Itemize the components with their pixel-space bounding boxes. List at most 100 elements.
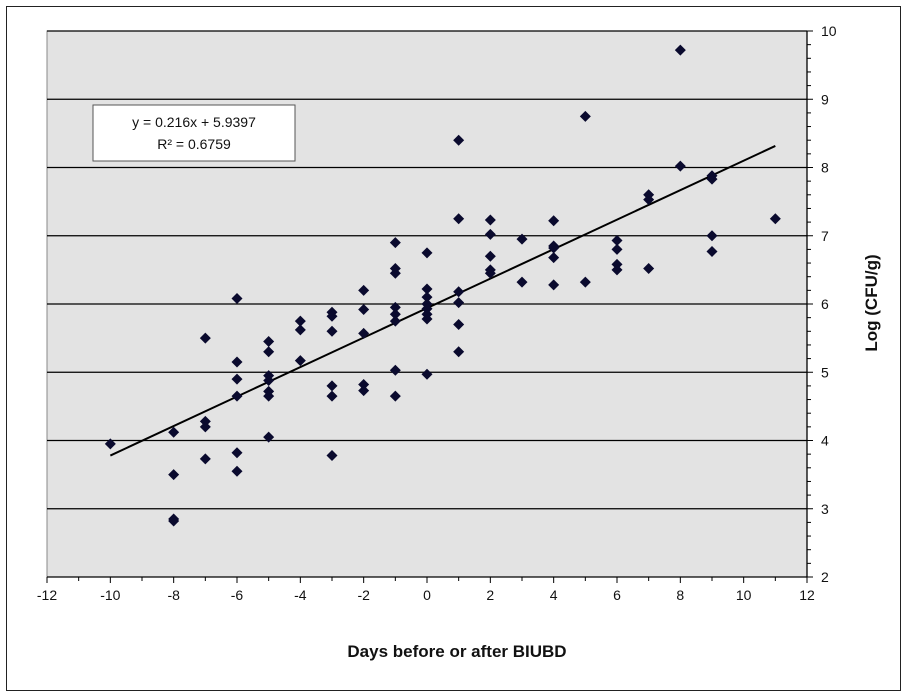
- data-point-11: [231, 373, 243, 385]
- x-tick-label--6: -6: [231, 587, 244, 603]
- data-points: [104, 44, 781, 527]
- data-point-39: [389, 301, 401, 313]
- data-point-36: [389, 237, 401, 249]
- x-tick-label-10: 10: [736, 587, 752, 603]
- data-point-71: [579, 276, 591, 288]
- data-point-64: [516, 276, 528, 288]
- data-point-20: [263, 390, 275, 402]
- data-point-43: [389, 390, 401, 402]
- data-point-31: [358, 284, 370, 296]
- y-axis-title: Log (CFU/g): [862, 254, 881, 351]
- equation-box-border: [92, 104, 296, 162]
- y-tick-label-10: 10: [821, 23, 837, 39]
- data-point-33: [358, 327, 370, 339]
- data-point-10: [231, 356, 243, 368]
- data-point-44: [421, 247, 433, 259]
- x-tick-label-6: 6: [613, 587, 621, 603]
- data-point-63: [516, 233, 528, 245]
- x-tick-label--4: -4: [294, 587, 307, 603]
- data-point-42: [389, 364, 401, 376]
- data-point-4: [168, 515, 180, 527]
- data-point-72: [611, 235, 623, 247]
- trendline-equation-box: y = 0.216x + 5.9397 R² = 0.6759: [92, 104, 296, 162]
- data-point-27: [326, 325, 338, 337]
- data-point-15: [263, 336, 275, 348]
- data-point-55: [453, 297, 465, 309]
- data-point-67: [548, 242, 560, 254]
- data-point-22: [294, 315, 306, 327]
- y-tick-label-8: 8: [821, 160, 829, 176]
- data-point-85: [769, 213, 781, 225]
- data-point-83: [706, 230, 718, 242]
- data-point-28: [326, 380, 338, 392]
- data-point-21: [263, 431, 275, 443]
- data-point-24: [294, 355, 306, 367]
- data-point-35: [358, 385, 370, 397]
- y-tick-label-4: 4: [821, 433, 829, 449]
- data-point-62: [484, 267, 496, 279]
- r-squared-label: R² = 0.6759: [157, 136, 231, 152]
- x-tick-label--12: -12: [37, 587, 57, 603]
- data-point-16: [263, 346, 275, 358]
- y-tick-label-5: 5: [821, 364, 829, 380]
- data-point-1: [168, 426, 180, 438]
- data-point-60: [484, 250, 496, 262]
- data-point-8: [199, 453, 211, 465]
- data-point-50: [421, 313, 433, 325]
- data-point-70: [579, 110, 591, 122]
- data-point-34: [358, 379, 370, 391]
- data-point-79: [674, 44, 686, 56]
- x-axis-title: Days before or after BIUBD: [347, 642, 566, 661]
- data-point-69: [548, 279, 560, 291]
- y-axis-ticks: 2 3 4 5 6 7 8 9 10: [807, 23, 837, 585]
- data-point-41: [389, 315, 401, 327]
- data-point-82: [706, 173, 718, 185]
- y-tick-label-6: 6: [821, 296, 829, 312]
- data-point-51: [421, 368, 433, 380]
- data-point-29: [326, 390, 338, 402]
- data-point-13: [231, 447, 243, 459]
- scatter-chart: -12 -10 -8 -6 -4 -2 0 2 4 6 8 10 12 2 3 4 5 6 7 8 9 10 y = 0…: [37, 23, 881, 661]
- data-point-26: [326, 310, 338, 322]
- trendline-equation: y = 0.216x + 5.9397: [132, 114, 256, 130]
- data-point-59: [484, 228, 496, 240]
- data-point-9: [231, 293, 243, 305]
- data-point-32: [358, 303, 370, 315]
- y-tick-label-7: 7: [821, 228, 829, 244]
- data-point-23: [294, 324, 306, 336]
- x-tick-label--8: -8: [167, 587, 180, 603]
- x-tick-label--10: -10: [100, 587, 120, 603]
- data-point-58: [484, 214, 496, 226]
- data-point-53: [453, 213, 465, 225]
- x-tick-label-2: 2: [486, 587, 494, 603]
- data-point-68: [548, 252, 560, 264]
- y-tick-label-3: 3: [821, 501, 829, 517]
- data-point-7: [199, 421, 211, 433]
- data-point-56: [453, 318, 465, 330]
- data-point-57: [453, 346, 465, 358]
- data-point-65: [548, 215, 560, 227]
- data-point-14: [231, 465, 243, 477]
- data-point-38: [389, 267, 401, 279]
- data-point-40: [389, 308, 401, 320]
- y-tick-label-9: 9: [821, 91, 829, 107]
- y-tick-label-2: 2: [821, 569, 829, 585]
- data-point-78: [643, 263, 655, 275]
- data-point-45: [421, 283, 433, 295]
- x-tick-label-12: 12: [799, 587, 815, 603]
- data-point-46: [421, 291, 433, 303]
- data-point-52: [453, 134, 465, 146]
- data-point-18: [263, 374, 275, 386]
- data-point-30: [326, 450, 338, 462]
- data-point-12: [231, 390, 243, 402]
- data-point-5: [199, 332, 211, 344]
- x-tick-label--2: -2: [357, 587, 370, 603]
- chart-frame: -12 -10 -8 -6 -4 -2 0 2 4 6 8 10 12 2 3 4 5 6 7 8 9 10 y = 0…: [6, 6, 901, 691]
- data-point-77: [643, 194, 655, 206]
- x-tick-label-8: 8: [676, 587, 684, 603]
- x-axis-ticks: -12 -10 -8 -6 -4 -2 0 2 4 6 8 10 12: [37, 577, 815, 603]
- data-point-80: [674, 160, 686, 172]
- x-tick-label-4: 4: [550, 587, 558, 603]
- data-point-54: [453, 286, 465, 298]
- data-point-2: [168, 469, 180, 481]
